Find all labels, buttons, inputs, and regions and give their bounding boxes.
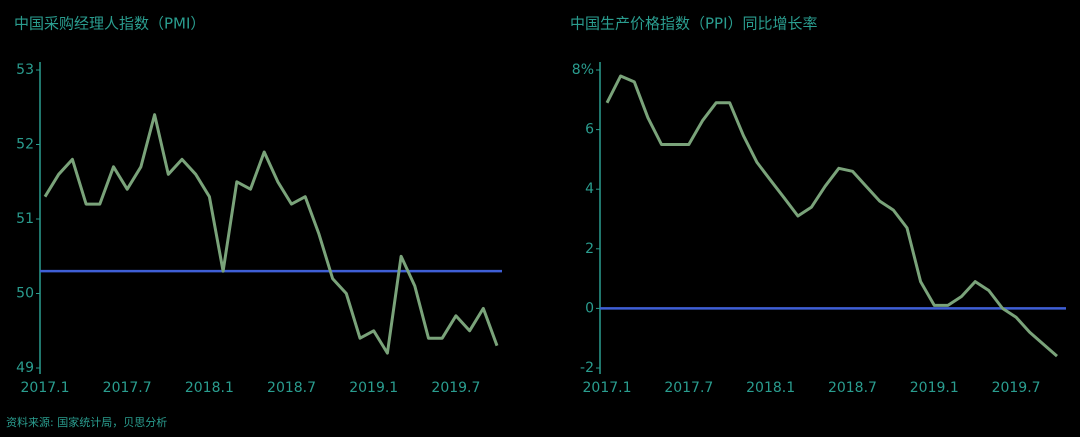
y-tick-label: -2 <box>580 360 594 376</box>
data-line <box>605 74 1058 358</box>
y-tick-label: 0 <box>585 300 594 316</box>
chart-title: 中国采购经理人指数（PMI） <box>14 15 205 33</box>
y-tick-label: 8% <box>572 62 594 78</box>
x-tick-label: 2018.1 <box>185 380 234 396</box>
x-tick-label: 2017.1 <box>583 380 632 396</box>
y-tick-label: 49 <box>16 360 34 376</box>
x-tick-label: 2019.1 <box>910 380 959 396</box>
x-tick-label: 2017.1 <box>21 380 70 396</box>
y-tick-label: 53 <box>16 62 34 78</box>
y-tick-label: 4 <box>585 181 594 197</box>
chart-title: 中国生产价格指数（PPI）同比增长率 <box>570 15 818 33</box>
y-tick-label: 50 <box>16 286 34 302</box>
x-tick-label: 2018.7 <box>828 380 877 396</box>
x-tick-label: 2018.1 <box>746 380 795 396</box>
x-tick-label: 2017.7 <box>103 380 152 396</box>
source-note: 资料来源: 国家统计局，贝思分析 <box>6 415 167 429</box>
x-tick-label: 2018.7 <box>267 380 316 396</box>
x-tick-label: 2019.1 <box>349 380 398 396</box>
y-tick-label: 6 <box>585 122 594 138</box>
y-tick-label: 52 <box>16 137 34 153</box>
y-tick-label: 51 <box>16 211 34 227</box>
data-line <box>43 113 499 355</box>
x-tick-label: 2017.7 <box>664 380 713 396</box>
y-tick-label: 2 <box>585 241 594 257</box>
x-tick-label: 2019.7 <box>992 380 1041 396</box>
x-tick-label: 2019.7 <box>431 380 480 396</box>
